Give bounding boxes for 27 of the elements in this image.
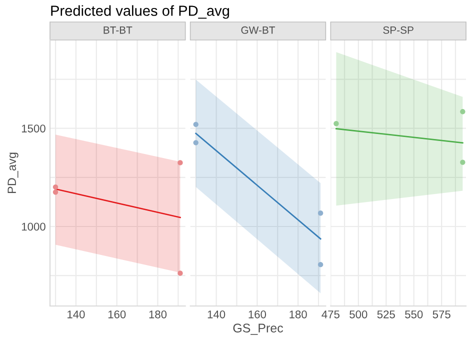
point [318, 262, 324, 268]
x-tick-label: 180 [149, 310, 167, 318]
y-tick-label: 1500 [22, 124, 46, 132]
point [193, 122, 198, 128]
chart-subtitle: BT-BT [104, 26, 132, 34]
point [52, 190, 58, 195]
x-tick-label: 160 [108, 310, 126, 318]
chart-title: Predicted values of PD_avg [51, 5, 230, 19]
point [193, 140, 198, 146]
point [318, 210, 324, 216]
x-tick-label: 180 [290, 310, 307, 318]
point [178, 270, 183, 276]
chart-subtitle: SP-SP [383, 26, 414, 34]
point [178, 160, 183, 166]
x-tick-label: 140 [208, 310, 226, 318]
x-axis-title: GS_Prec [233, 324, 284, 335]
x-tick-label: 500 [350, 310, 368, 318]
point [52, 184, 58, 190]
y-tick-label: 1000 [22, 222, 46, 231]
x-tick-label: 160 [248, 310, 266, 318]
x-tick-label: 140 [68, 310, 85, 318]
x-tick-label: 475 [322, 310, 340, 318]
y-axis-title: PD_avg [8, 152, 18, 194]
x-tick-label: 550 [405, 310, 423, 318]
x-tick-label: 575 [432, 310, 450, 318]
chart-subtitle: GW-BT [241, 26, 276, 34]
x-tick-label: 525 [377, 310, 395, 318]
